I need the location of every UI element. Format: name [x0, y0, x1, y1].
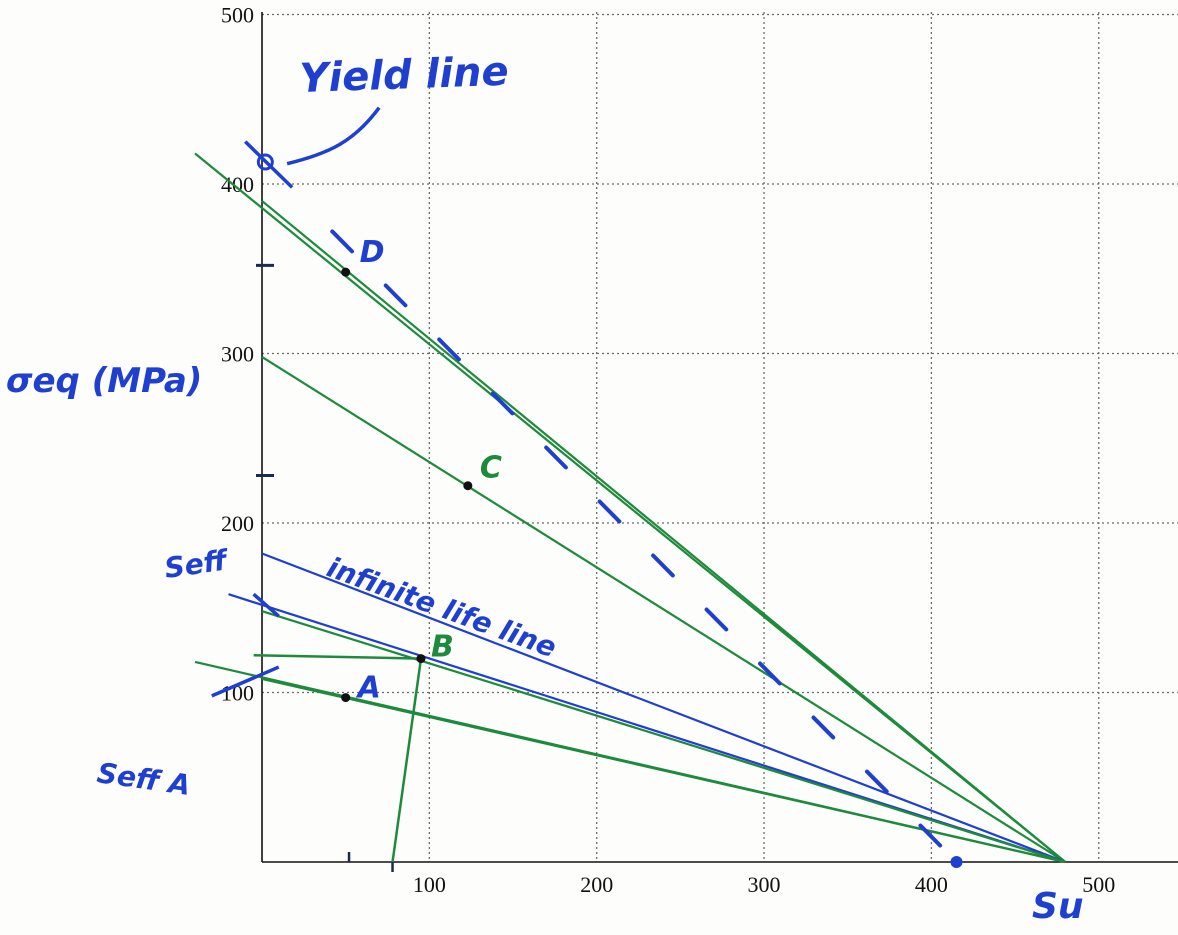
grid — [262, 12, 1178, 862]
series-line — [261, 355, 1066, 863]
point-label-d: D — [360, 235, 385, 270]
y-tick-label: 500 — [221, 3, 254, 28]
su-label: Su — [1032, 886, 1084, 927]
yield-arrow — [286, 106, 381, 166]
yield-mark-circle — [256, 153, 274, 171]
point-label-c: C — [480, 451, 502, 486]
data-point-a — [341, 693, 351, 703]
y-tick-label: 400 — [221, 172, 254, 197]
point-label-b: B — [431, 630, 454, 665]
series-line — [261, 610, 1066, 864]
data-point-d — [341, 267, 351, 277]
y-axis-label: σeq (MPa) — [6, 361, 202, 401]
series-line — [261, 552, 1066, 864]
data-point-c — [463, 481, 473, 491]
data-point-b — [416, 654, 426, 664]
yield-mark — [244, 140, 294, 189]
x-tick-label: 400 — [915, 872, 948, 897]
data-points — [341, 267, 473, 703]
axis-dot — [950, 856, 963, 868]
x-tick-label: 100 — [413, 872, 446, 897]
x-tick-label: 500 — [1082, 872, 1115, 897]
point-label-a: A — [356, 671, 381, 706]
y-tick-label: 200 — [221, 511, 254, 536]
seff-slash — [252, 592, 280, 618]
yield-line-label: Yield line — [299, 49, 510, 102]
x-tick-label: 300 — [748, 872, 781, 897]
seff-a-slash — [211, 665, 280, 698]
y-tick-label: 300 — [221, 342, 254, 367]
axes — [261, 12, 1178, 863]
series-line — [261, 677, 1066, 864]
series-lines — [194, 152, 1066, 864]
series-line — [261, 200, 1066, 863]
x-tick-label: 200 — [580, 872, 613, 897]
